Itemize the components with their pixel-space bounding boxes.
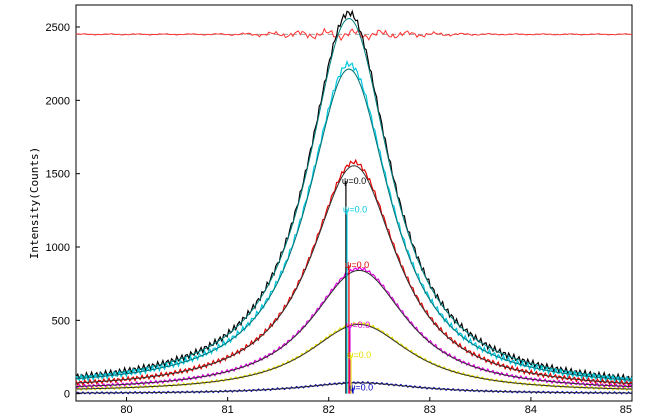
x-tick-label: 84: [525, 404, 537, 414]
x-tick-label: 82: [323, 404, 335, 414]
series-fit-line: [75, 269, 633, 388]
series-fit-line: [75, 382, 632, 394]
psi-label: ψ=0.0: [346, 320, 370, 330]
series-line: [75, 59, 633, 384]
residual-line: [75, 27, 633, 42]
psi-label: ψ=0.0: [347, 350, 371, 360]
axes-group: 80 81 82 83 84 85 0 500 1000 1500 2000 2500: [46, 22, 633, 414]
x-tick-label: 85: [620, 404, 632, 414]
psi-label: ψ=0.0: [345, 260, 369, 270]
psi-label: ψ=0.0: [342, 176, 366, 186]
series-fit-line: [75, 68, 633, 381]
series-fit-line: [75, 165, 633, 385]
psi-label: ψ=0.0: [349, 383, 373, 393]
y-axis-label: Intensity(Counts): [28, 147, 41, 260]
psi-label: ψ=0.0: [343, 204, 367, 214]
series-fit-line: [75, 323, 633, 390]
x-tick-label: 81: [222, 404, 234, 414]
plot-frame: [75, 4, 633, 402]
series-fit-line: [75, 17, 633, 380]
x-tick-label: 83: [424, 404, 436, 414]
series-line: [75, 321, 633, 392]
curves-group: [75, 9, 633, 395]
y-tick-label: 1000: [46, 242, 70, 254]
y-tick-label: 2000: [46, 95, 70, 107]
markers-group: ψ=0.0 ψ=0.0 ψ=0.0 ψ=0.0 ψ=0.0 ψ=0.0: [342, 176, 373, 394]
y-tick-label: 2500: [46, 22, 70, 34]
y-tick-label: 500: [52, 315, 70, 327]
series-line: [75, 9, 633, 384]
y-tick-label: 0: [64, 389, 70, 401]
y-tick-label: 1500: [46, 169, 70, 181]
residual-group: [75, 27, 633, 42]
x-tick-label: 80: [120, 404, 132, 414]
